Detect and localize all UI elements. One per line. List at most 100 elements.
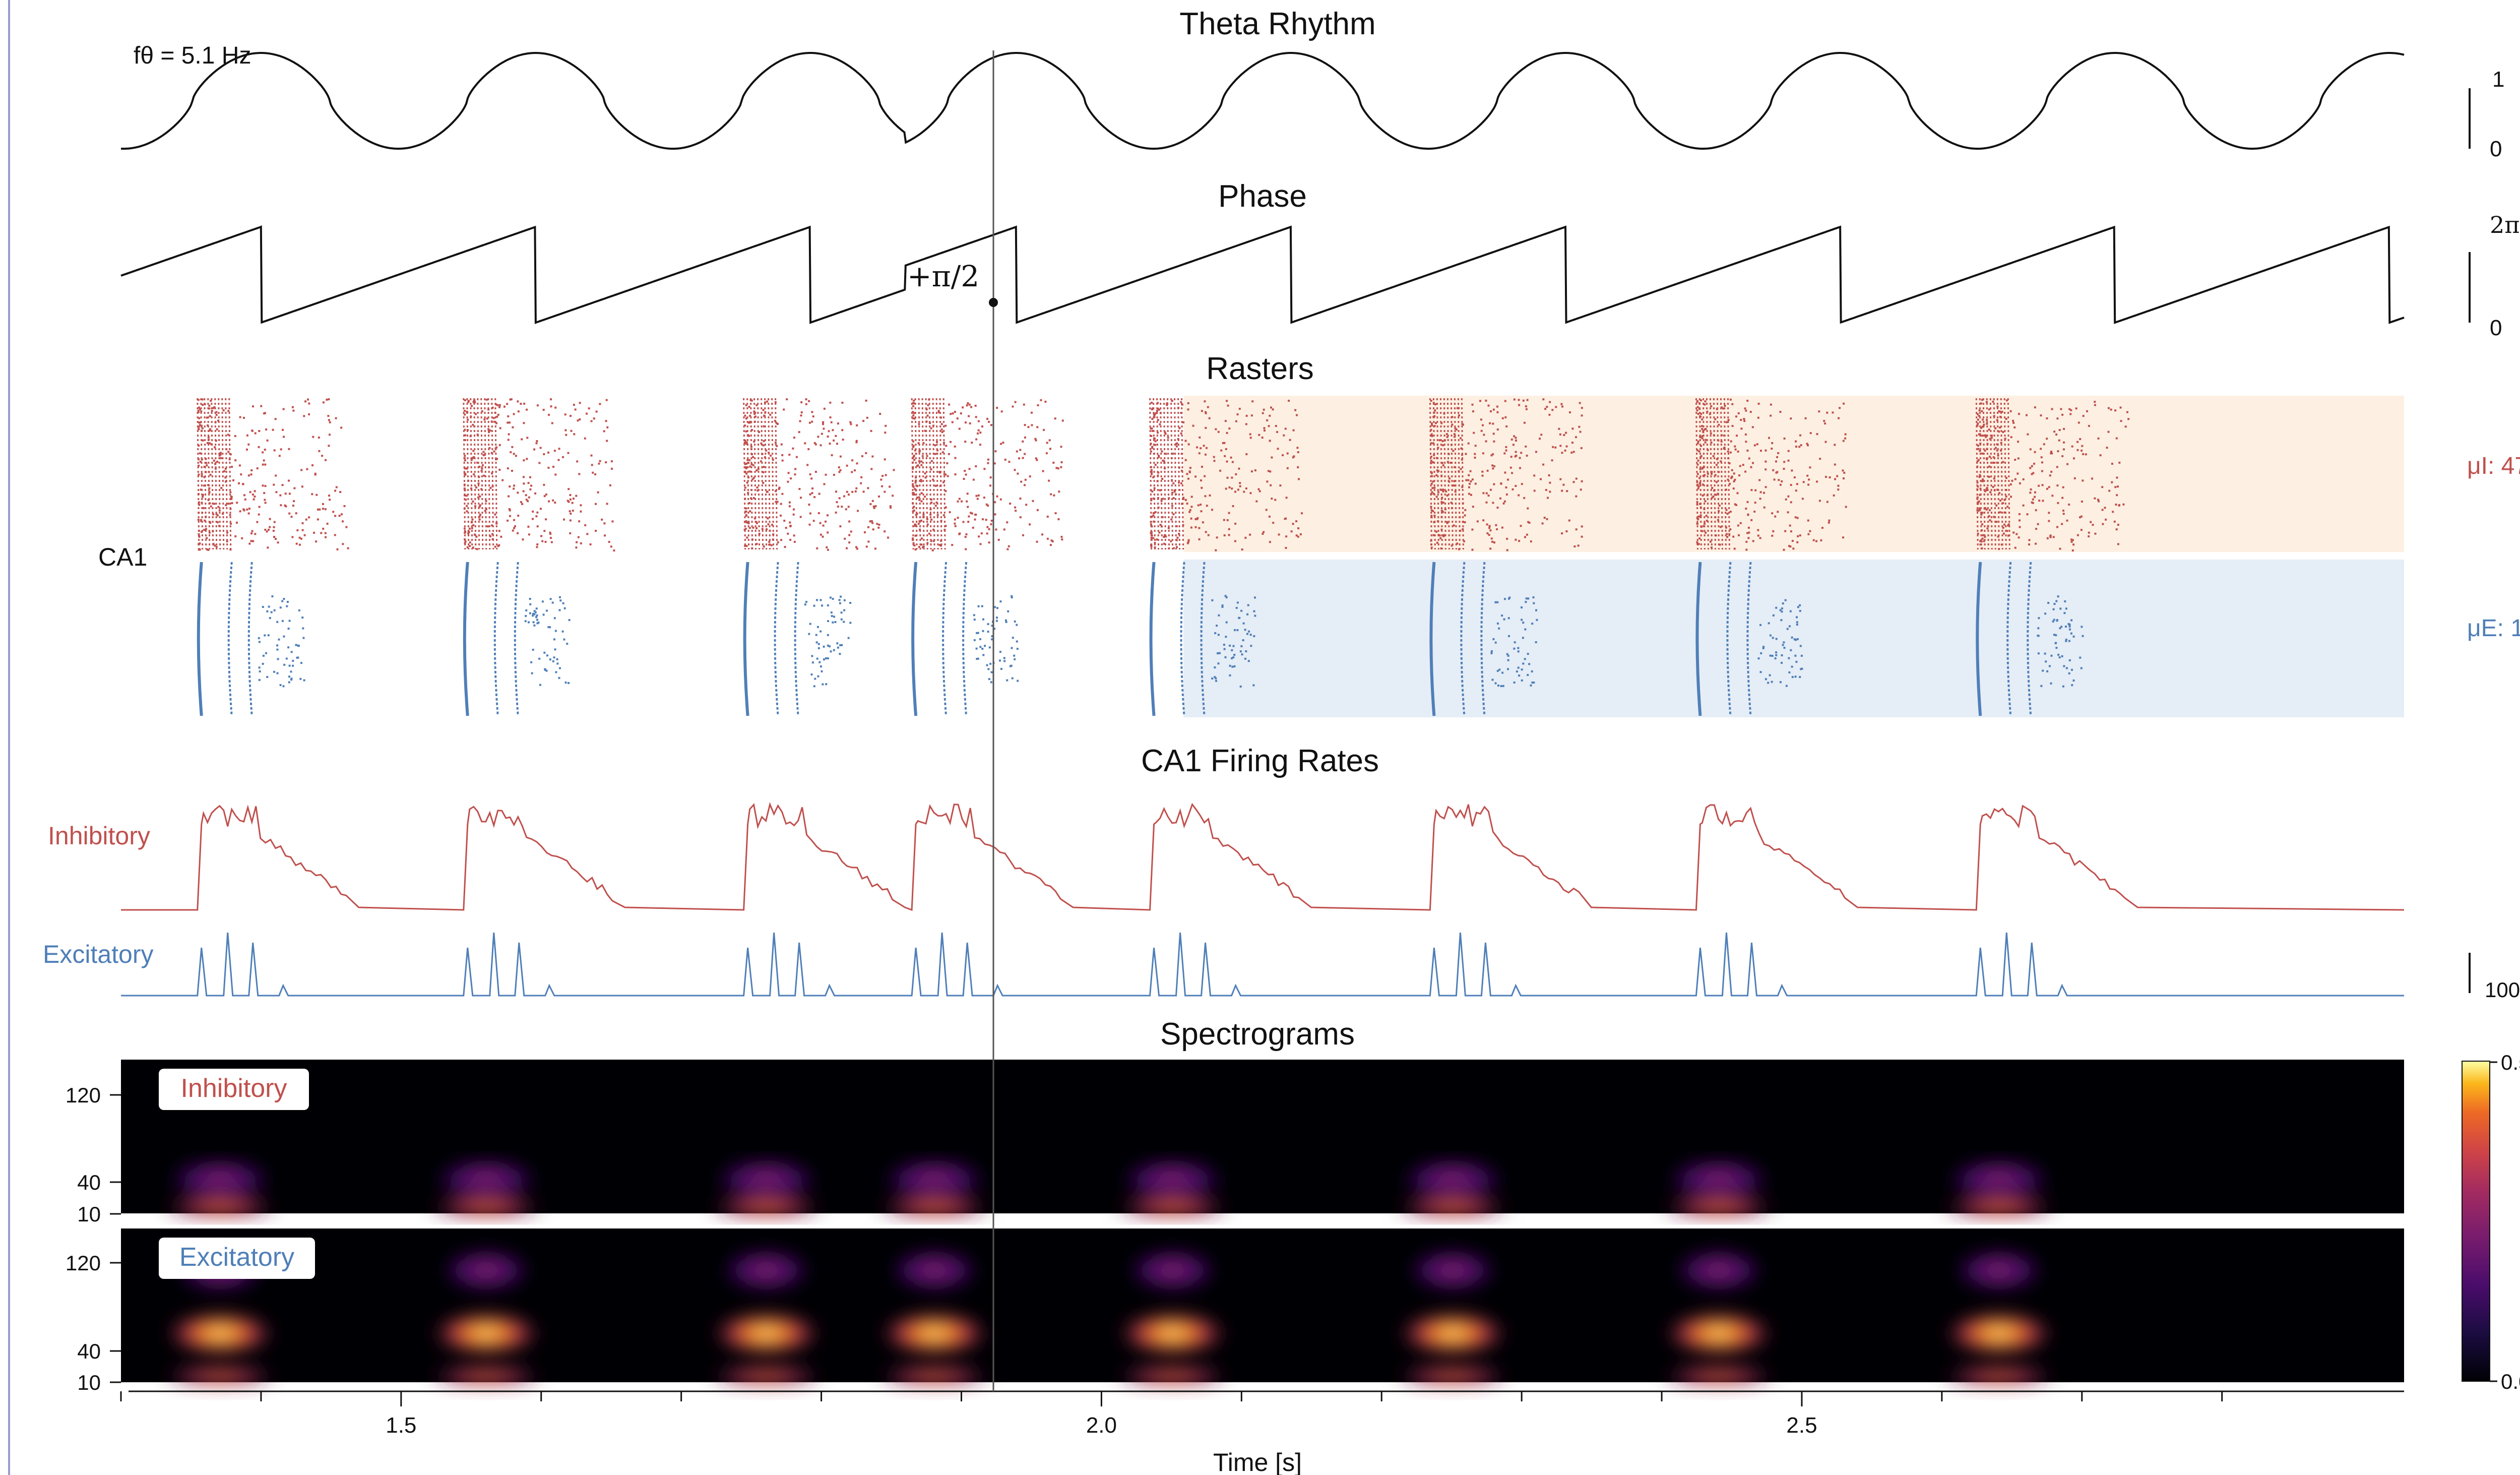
raster-spike-inh	[1472, 404, 1474, 406]
raster-spike-inh	[231, 466, 233, 468]
raster-spike-inh	[1203, 445, 1205, 447]
raster-spike-inh	[526, 499, 528, 501]
theta-scale-bar: 1 0	[2470, 67, 2504, 161]
raster-spike-inh	[2049, 535, 2051, 537]
raster-spike-inh	[579, 418, 581, 420]
raster-spike-exc	[283, 598, 285, 600]
raster-spike-inh	[766, 401, 768, 403]
raster-spike-inh	[1162, 460, 1164, 462]
raster-spike-inh	[913, 400, 915, 402]
raster-spike-inh	[1542, 522, 1544, 524]
raster-spike-inh	[1191, 496, 1193, 498]
raster-spike-inh	[498, 406, 500, 408]
raster-spike-inh	[2114, 486, 2116, 488]
raster-spike-inh	[334, 515, 336, 517]
raster-spike-inh	[867, 487, 869, 489]
raster-spike-inh	[2005, 496, 2007, 498]
raster-spike-inh	[1720, 526, 1722, 528]
raster-spike-inh	[606, 426, 608, 428]
raster-spike-inh	[955, 457, 957, 459]
raster-spike-exc	[1012, 678, 1014, 680]
raster-spike-inh	[745, 528, 747, 530]
raster-spike-inh	[1176, 537, 1178, 539]
raster-spike-inh	[1200, 479, 1202, 481]
raster-spike-inh	[238, 482, 240, 484]
raster-spike-exc	[1238, 617, 1240, 619]
raster-spike-inh	[314, 473, 317, 475]
raster-spike-inh	[1983, 424, 1985, 426]
raster-spike-inh	[1728, 419, 1730, 421]
raster-spike-inh	[1204, 400, 1206, 402]
raster-spike-inh	[1809, 530, 1811, 532]
spec-blob-exc-low	[706, 1366, 827, 1386]
raster-spike-inh	[337, 548, 339, 550]
raster-spike-inh	[963, 478, 965, 480]
raster-spike-inh	[1698, 485, 1700, 487]
raster-spike-inh	[821, 433, 823, 435]
raster-spike-inh	[1491, 541, 1493, 543]
raster-volley-inh	[940, 398, 941, 549]
rates-title: CA1 Firing Rates	[1141, 744, 1379, 778]
raster-spike-inh	[569, 532, 571, 534]
raster-volley-inh	[772, 398, 774, 549]
raster-spike-inh	[809, 524, 811, 526]
raster-spike-exc	[1242, 639, 1244, 641]
raster-spike-inh	[498, 544, 500, 546]
raster-spike-inh	[1549, 482, 1551, 484]
raster-spike-inh	[1989, 491, 1991, 493]
raster-spike-inh	[579, 402, 581, 404]
raster-spike-inh	[1578, 544, 1580, 546]
raster-spike-inh	[573, 404, 575, 406]
raster-spike-inh	[1468, 474, 1470, 476]
raster-spike-inh	[2116, 438, 2118, 440]
raster-spike-exc	[1514, 682, 1516, 684]
raster-spike-inh	[2048, 512, 2050, 514]
raster-spike-inh	[1042, 470, 1044, 472]
raster-spike-inh	[1014, 507, 1016, 509]
raster-spike-inh	[1020, 498, 1022, 500]
raster-spike-exc	[289, 665, 291, 667]
raster-spike-inh	[263, 492, 265, 494]
raster-spike-inh	[1701, 418, 1703, 420]
phase-trace	[121, 227, 2404, 323]
raster-spike-exc	[1003, 657, 1005, 659]
raster-spike-inh	[1213, 456, 1215, 458]
raster-spike-inh	[1020, 481, 1022, 483]
x-tick-label: 2.5	[1786, 1413, 1817, 1438]
raster-spike-inh	[532, 518, 534, 520]
spec-blob-inh-mid	[1663, 1157, 1774, 1202]
raster-spike-inh	[590, 543, 592, 545]
raster-spike-exc	[1253, 610, 1255, 612]
raster-spike-inh	[1151, 427, 1153, 429]
raster-spike-inh	[494, 514, 496, 516]
raster-spike-inh	[499, 404, 501, 406]
raster-spike-inh	[2076, 449, 2078, 451]
raster-spike-inh	[564, 413, 566, 415]
raster-volley-inh	[922, 398, 924, 549]
raster-spike-inh	[280, 448, 282, 450]
raster-spike-exc	[2079, 657, 2081, 659]
spec-blob-exc-low	[1112, 1366, 1233, 1386]
raster-spike-exc	[1767, 682, 1769, 684]
raster-spike-inh	[243, 509, 245, 511]
raster-spike-inh	[1470, 470, 1472, 472]
raster-spike-inh	[1807, 484, 1809, 486]
raster-spike-exc	[1011, 595, 1013, 597]
raster-spike-inh	[744, 486, 746, 488]
raster-spike-inh	[1510, 456, 1513, 458]
raster-spike-inh	[833, 474, 835, 476]
raster-spike-inh	[820, 534, 822, 536]
raster-spike-inh	[507, 520, 509, 522]
raster-spike-inh	[1486, 532, 1488, 534]
raster-spike-inh	[2062, 486, 2064, 488]
raster-spike-inh	[239, 510, 241, 512]
raster-spike-exc	[1507, 668, 1509, 670]
raster-spike-inh	[214, 446, 216, 448]
raster-spike-exc	[839, 599, 841, 601]
raster-spike-inh	[863, 490, 865, 493]
raster-spike-inh	[967, 493, 969, 495]
raster-spike-exc	[2057, 654, 2059, 656]
raster-spike-inh	[550, 398, 552, 400]
raster-spike-inh	[267, 546, 269, 548]
raster-spike-inh	[1151, 490, 1153, 493]
